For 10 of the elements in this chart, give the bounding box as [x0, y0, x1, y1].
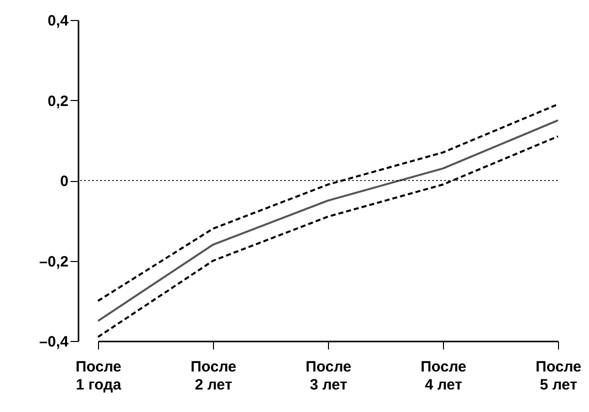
- y-tick-label: 0,2: [48, 92, 68, 110]
- x-tick-label: После 3 лет: [306, 358, 352, 394]
- x-tick-label: После 2 лет: [190, 358, 236, 394]
- x-tick-label: После 5 лет: [536, 358, 582, 394]
- y-tick-label: 0: [60, 173, 68, 190]
- y-tick-label: –0,4: [39, 334, 70, 350]
- y-tick-label: –0,2: [39, 253, 68, 270]
- x-tick-label: После 1 года: [76, 358, 122, 394]
- x-tick-label: После 4 лет: [420, 358, 466, 394]
- y-tick-label: 0,4: [48, 12, 70, 30]
